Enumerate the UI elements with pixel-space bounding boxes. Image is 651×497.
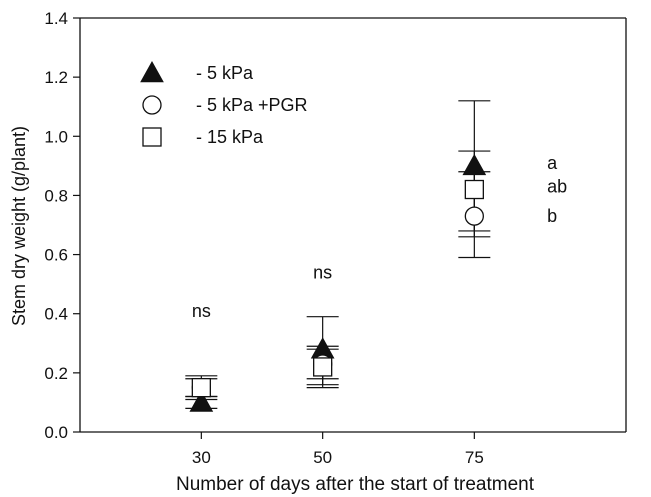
y-tick-label: 0.6	[44, 246, 68, 265]
y-tick-label: 1.0	[44, 127, 68, 146]
x-axis-label: Number of days after the start of treatm…	[176, 474, 535, 495]
axes: 0.0 0.2 0.4 0.6 0.8 1.0 1.2 1.4 30 50 75	[44, 9, 627, 467]
legend-marker	[142, 95, 162, 115]
annotation-label: ns	[192, 301, 211, 321]
x-tick-label: 50	[313, 448, 332, 467]
y-tick-label: 0.8	[44, 186, 68, 205]
x-tick-label: 30	[192, 448, 211, 467]
annotation-label: b	[547, 206, 557, 226]
legend-marker	[140, 60, 164, 83]
y-axis-label: Stem dry weight (g/plant)	[9, 126, 29, 326]
annotation-label: a	[547, 153, 558, 173]
legend-label: - 5 kPa	[196, 63, 254, 83]
y-tick-label: 0.0	[44, 423, 68, 442]
legend-marker	[142, 127, 162, 147]
legend-label: - 5 kPa +PGR	[196, 95, 308, 115]
data-point-series-1	[462, 153, 487, 176]
legend: - 5 kPa - 5 kPa +PGR - 15 kPa	[140, 60, 308, 147]
data-point-series-2	[464, 206, 484, 226]
y-tick-label: 1.4	[44, 9, 68, 28]
data-point-series-3	[191, 377, 211, 398]
y-tick-label: 0.2	[44, 364, 68, 383]
data-point-series-1	[189, 390, 214, 412]
annotation-label: ns	[313, 262, 332, 282]
annotation-label: ab	[547, 177, 567, 197]
x-tick-label: 75	[465, 448, 484, 467]
data-point-series-3	[464, 179, 484, 200]
y-tick-label: 0.4	[44, 305, 68, 324]
y-tick-label: 1.2	[44, 68, 68, 87]
legend-label: - 15 kPa	[196, 127, 264, 147]
data-point-series-3	[313, 357, 333, 377]
chart-marks: ns ns a ab b	[185, 100, 567, 412]
